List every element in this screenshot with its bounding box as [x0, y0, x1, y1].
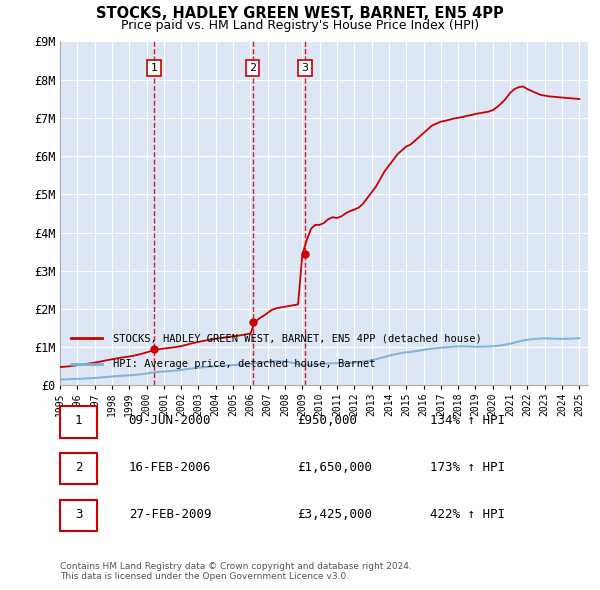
Text: Contains HM Land Registry data © Crown copyright and database right 2024.
This d: Contains HM Land Registry data © Crown c…	[60, 562, 412, 581]
Text: STOCKS, HADLEY GREEN WEST, BARNET, EN5 4PP: STOCKS, HADLEY GREEN WEST, BARNET, EN5 4…	[96, 6, 504, 21]
FancyBboxPatch shape	[60, 500, 97, 531]
Text: 2: 2	[75, 461, 82, 474]
FancyBboxPatch shape	[60, 453, 97, 484]
Text: 422% ↑ HPI: 422% ↑ HPI	[430, 507, 505, 520]
Text: STOCKS, HADLEY GREEN WEST, BARNET, EN5 4PP (detached house): STOCKS, HADLEY GREEN WEST, BARNET, EN5 4…	[113, 333, 482, 343]
Text: 3: 3	[75, 507, 82, 520]
Text: 134% ↑ HPI: 134% ↑ HPI	[430, 414, 505, 427]
Text: £950,000: £950,000	[298, 414, 358, 427]
Text: 3: 3	[302, 63, 308, 73]
Text: 1: 1	[75, 414, 82, 427]
Text: £1,650,000: £1,650,000	[298, 461, 373, 474]
Text: 173% ↑ HPI: 173% ↑ HPI	[430, 461, 505, 474]
FancyBboxPatch shape	[60, 407, 97, 438]
Text: HPI: Average price, detached house, Barnet: HPI: Average price, detached house, Barn…	[113, 359, 376, 369]
Text: £3,425,000: £3,425,000	[298, 507, 373, 520]
Text: 09-JUN-2000: 09-JUN-2000	[128, 414, 211, 427]
Text: 27-FEB-2009: 27-FEB-2009	[128, 507, 211, 520]
Text: 2: 2	[249, 63, 256, 73]
Text: 1: 1	[151, 63, 158, 73]
Text: 16-FEB-2006: 16-FEB-2006	[128, 461, 211, 474]
Text: Price paid vs. HM Land Registry's House Price Index (HPI): Price paid vs. HM Land Registry's House …	[121, 19, 479, 32]
